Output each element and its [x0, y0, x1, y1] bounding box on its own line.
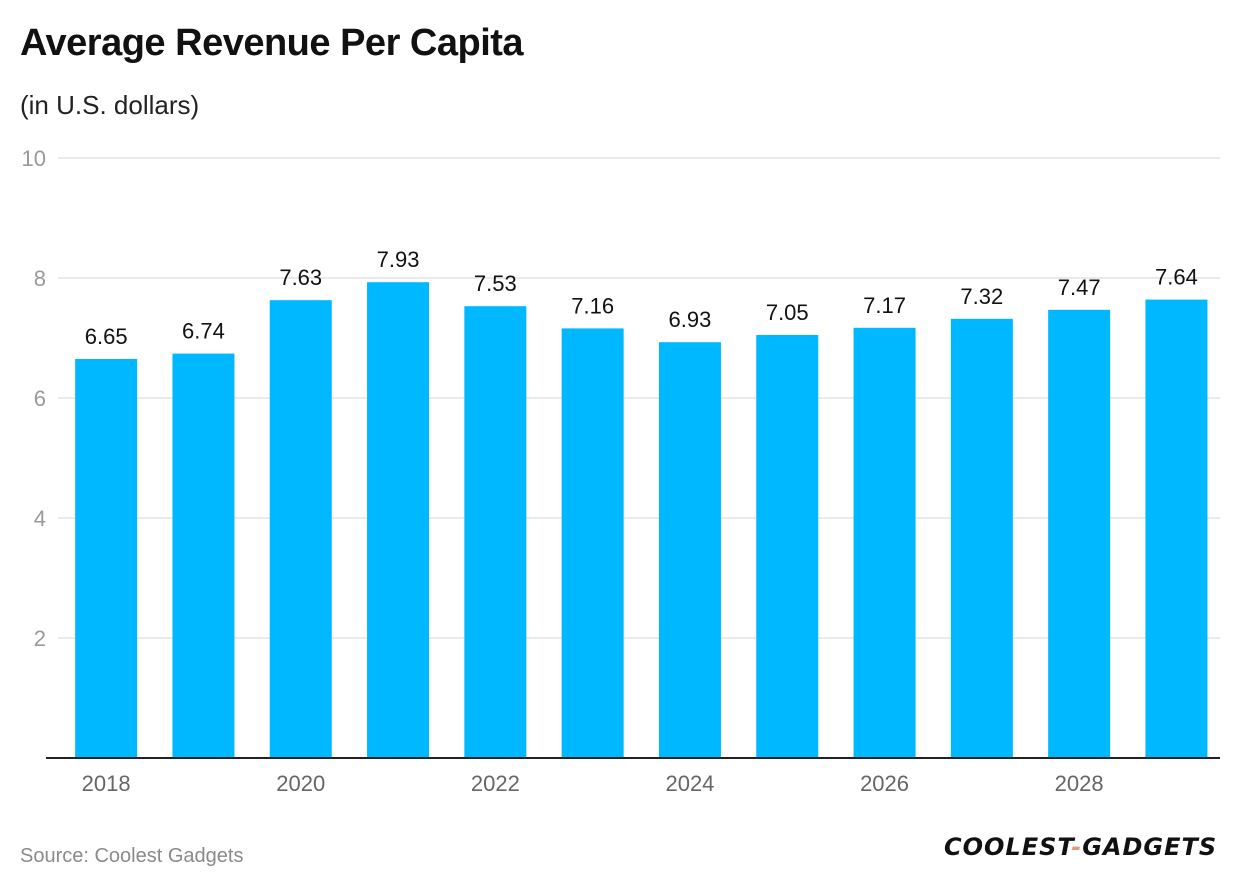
logo-dash: - [1071, 833, 1083, 861]
x-tick-label-2026: 2026 [860, 771, 909, 796]
y-tick-label: 10 [22, 146, 46, 171]
bar-2024 [658, 342, 721, 758]
x-tick-label-2024: 2024 [665, 771, 714, 796]
data-label-2021: 7.93 [377, 247, 420, 272]
data-label-2024: 6.93 [669, 307, 712, 332]
chart-title: Average Revenue Per Capita [20, 22, 524, 64]
data-label-2018: 6.65 [85, 324, 128, 349]
bar-2025 [756, 335, 819, 758]
data-label-2026: 7.17 [863, 293, 906, 318]
y-tick-label: 8 [34, 266, 46, 291]
bar-2020 [269, 300, 332, 758]
x-tick-label-2022: 2022 [471, 771, 520, 796]
bar-2021 [367, 282, 430, 758]
data-label-2027: 7.32 [960, 284, 1003, 309]
data-label-2019: 6.74 [182, 319, 225, 344]
data-label-2029: 7.64 [1155, 265, 1198, 290]
bar-2029 [1145, 299, 1208, 758]
data-label-2028: 7.47 [1058, 275, 1101, 300]
bar-2019 [172, 353, 235, 758]
bar-2018 [75, 359, 138, 758]
y-tick-label: 6 [34, 386, 46, 411]
logo-text-right: GADGETS [1082, 833, 1218, 861]
data-label-2022: 7.53 [474, 271, 517, 296]
logo-text-left: COOLEST [944, 833, 1072, 861]
x-tick-label-2018: 2018 [82, 771, 131, 796]
source-note: Source: Coolest Gadgets [20, 845, 244, 867]
chart-subtitle: (in U.S. dollars) [20, 90, 200, 120]
brand-logo: COOLEST-GADGETS [944, 833, 1217, 861]
bar-2027 [950, 318, 1013, 758]
y-tick-label: 2 [34, 626, 46, 651]
x-tick-label-2020: 2020 [276, 771, 325, 796]
bar-2023 [561, 328, 624, 758]
bar-2022 [464, 306, 527, 758]
data-label-2020: 7.63 [279, 265, 322, 290]
bar-chart: 2 4 6 8 10 6.65 6.74 7.63 7.93 7.53 7.16 6.93 7.05 7.… [22, 146, 1220, 796]
data-label-2023: 7.16 [571, 293, 614, 318]
data-label-2025: 7.05 [766, 300, 809, 325]
bar-2026 [853, 327, 916, 758]
bar-2028 [1048, 309, 1111, 758]
y-tick-label: 4 [34, 506, 46, 531]
x-tick-label-2028: 2028 [1055, 771, 1104, 796]
